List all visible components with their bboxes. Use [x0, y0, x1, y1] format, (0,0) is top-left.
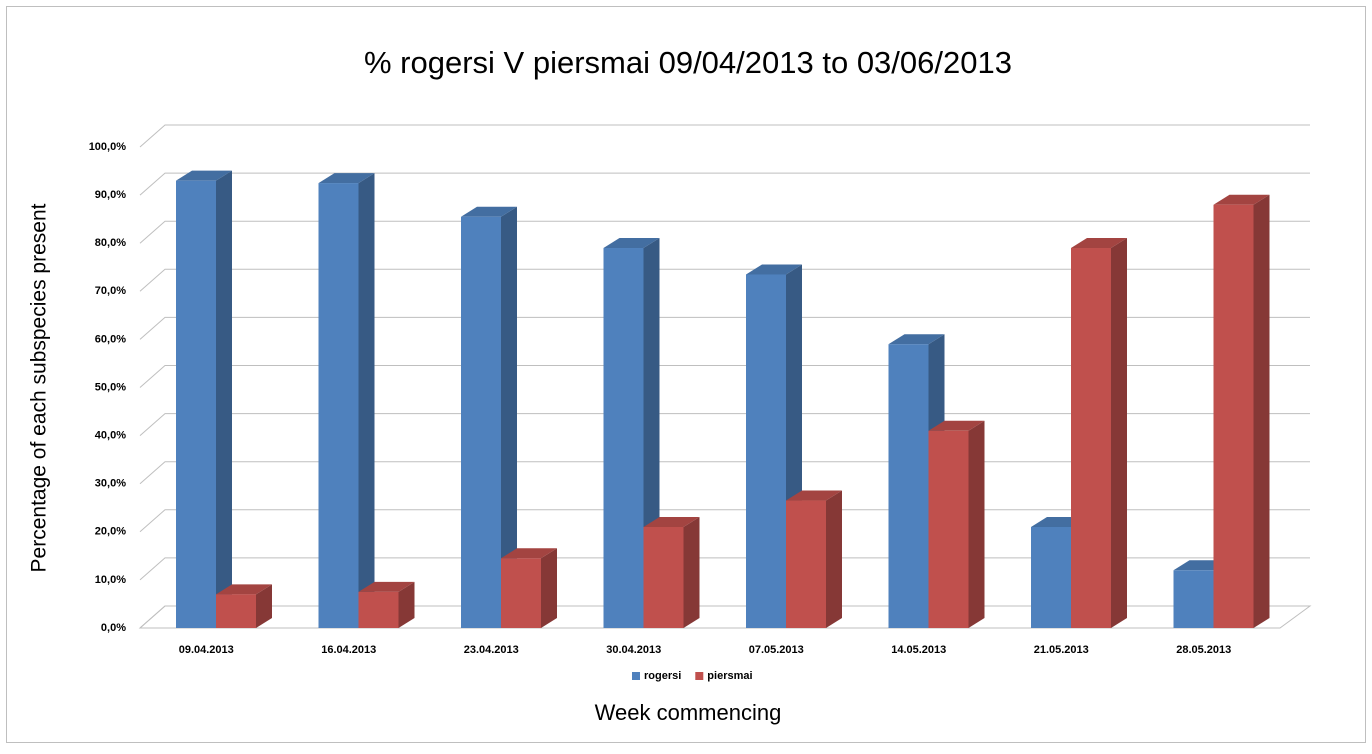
bar-top	[786, 490, 842, 501]
bar-top	[928, 420, 985, 431]
bar-side	[1111, 238, 1127, 628]
y-tick-label: 70,0%	[95, 285, 126, 297]
bar	[746, 264, 802, 628]
bar-top	[603, 238, 660, 249]
bar-front	[786, 500, 826, 628]
bar-front	[1173, 570, 1214, 628]
bar-front	[746, 274, 786, 628]
bar	[318, 173, 375, 628]
bar-side	[683, 516, 700, 628]
x-tick-label: 23.04.2013	[464, 644, 519, 656]
y-tick-label: 60,0%	[95, 333, 126, 345]
x-tick-label: 28.05.2013	[1176, 644, 1231, 656]
grid-line	[139, 268, 1310, 292]
legend-swatch	[695, 672, 704, 680]
legend-label: piersmai	[707, 670, 752, 682]
bar	[786, 490, 842, 628]
grid-line	[139, 220, 1310, 244]
bar-side	[1253, 194, 1270, 628]
bar-front	[318, 183, 359, 628]
bar	[358, 581, 415, 628]
bar-front	[358, 591, 399, 628]
bar-front	[1071, 248, 1111, 628]
bar-front	[643, 526, 684, 628]
bar	[1213, 194, 1270, 628]
bar	[603, 238, 660, 628]
bar-front	[461, 216, 501, 628]
x-tick-label: 14.05.2013	[891, 644, 946, 656]
bar-front	[216, 594, 256, 628]
x-tick-label: 16.04.2013	[321, 644, 376, 656]
bar-side	[398, 581, 415, 628]
legend-swatch	[632, 672, 640, 680]
bar-side	[358, 173, 375, 628]
grid-line	[139, 172, 1310, 196]
y-tick-label: 0,0%	[101, 622, 126, 634]
x-tick-label: 30.04.2013	[606, 644, 661, 656]
bar	[461, 206, 517, 628]
bar-side	[256, 584, 272, 628]
bar-front	[603, 248, 644, 628]
bar-side	[216, 170, 232, 629]
bar-front	[501, 558, 541, 628]
y-tick-label: 100,0%	[89, 141, 127, 153]
bar	[643, 516, 700, 628]
bar	[1071, 238, 1127, 628]
chart-title: % rogersi V piersmai 09/04/2013 to 03/06…	[364, 45, 1012, 80]
legend-label: rogersi	[644, 670, 681, 682]
bar-front	[176, 180, 216, 629]
bar-top	[461, 206, 517, 217]
bar	[176, 170, 232, 629]
bar-top	[643, 516, 700, 527]
y-tick-label: 50,0%	[95, 381, 126, 393]
bar-front	[888, 344, 929, 628]
bar-top	[216, 584, 272, 595]
grid-line	[139, 316, 1310, 340]
y-tick-label: 90,0%	[95, 189, 126, 201]
x-tick-label: 21.05.2013	[1034, 644, 1089, 656]
x-axis-title: Week commencing	[595, 700, 782, 725]
y-tick-label: 80,0%	[95, 237, 126, 249]
y-axis-title: Percentage of each subspecies present	[28, 203, 51, 572]
x-tick-label: 07.05.2013	[749, 644, 804, 656]
bar-top	[358, 581, 415, 592]
x-tick-label: 09.04.2013	[179, 644, 234, 656]
y-tick-label: 10,0%	[95, 574, 126, 586]
bar-top	[1071, 238, 1127, 249]
bar-side	[541, 548, 557, 628]
bar-front	[1213, 204, 1254, 628]
y-tick-label: 30,0%	[95, 478, 126, 490]
bar	[928, 420, 985, 628]
bar-top	[176, 170, 232, 181]
bar-top	[318, 173, 375, 184]
bar-side	[501, 206, 517, 628]
y-tick-label: 40,0%	[95, 430, 126, 442]
bar-front	[1031, 526, 1071, 628]
grid-line	[139, 124, 1310, 148]
bar-top	[501, 548, 557, 559]
bar	[501, 548, 557, 628]
bar-front	[928, 430, 969, 628]
bar-side	[968, 420, 985, 628]
bar-top	[746, 264, 802, 275]
bar	[216, 584, 272, 628]
bar-top	[1213, 194, 1270, 205]
bar-side	[826, 490, 842, 628]
y-tick-label: 20,0%	[95, 526, 126, 538]
bar-top	[888, 334, 945, 345]
